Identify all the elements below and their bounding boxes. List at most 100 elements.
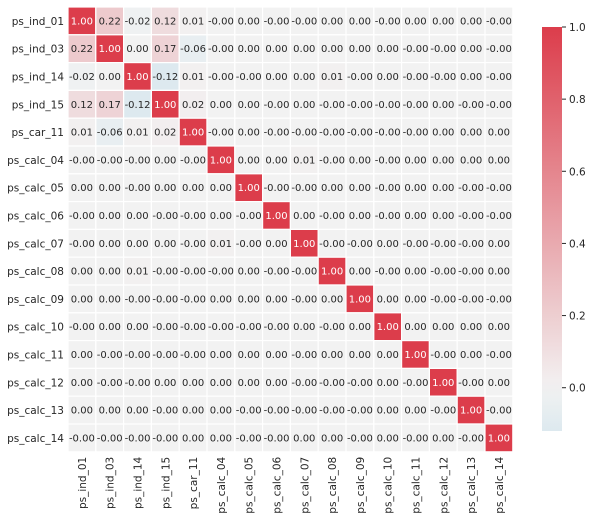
cell-annotation: 0.00 <box>293 322 315 333</box>
cell-annotation: -0.00 <box>264 183 290 194</box>
heatmap-cell <box>67 173 97 203</box>
cell-annotation: 0.00 <box>432 211 454 222</box>
cell-annotation: 0.00 <box>321 44 343 55</box>
cell-annotation: -0.00 <box>152 406 178 417</box>
heatmap-cell <box>289 117 319 147</box>
cell-annotation: 0.00 <box>404 183 426 194</box>
cell-annotation: -0.00 <box>375 128 401 139</box>
x-tick-label: ps_ind_01 <box>77 457 89 509</box>
heatmap-cell <box>95 145 125 175</box>
cell-annotation: -0.00 <box>152 433 178 444</box>
y-tick-label: ps_calc_11 <box>7 350 64 362</box>
cell-annotation: 0.00 <box>99 267 121 278</box>
cell-annotation: 0.00 <box>182 378 204 389</box>
cell-annotation: 0.00 <box>460 16 482 27</box>
heatmap-cell <box>178 145 208 175</box>
cell-annotation: -0.00 <box>347 239 373 250</box>
cell-annotation: 0.22 <box>99 16 121 27</box>
cell-annotation: 1.00 <box>238 183 260 194</box>
heatmap-cell <box>401 117 431 147</box>
cell-annotation: -0.00 <box>97 350 123 361</box>
colorbar-tick-label: 0.8 <box>569 94 586 106</box>
cell-annotation: -0.00 <box>319 406 345 417</box>
cell-annotation: -0.00 <box>180 350 206 361</box>
cell-annotation: 0.00 <box>293 72 315 83</box>
colorbar-tick-label: 0.2 <box>569 311 586 323</box>
cell-annotation: 0.00 <box>460 72 482 83</box>
heatmap-cell <box>345 256 375 286</box>
cell-annotation: 0.00 <box>210 294 232 305</box>
y-tick-label: ps_ind_01 <box>12 16 64 28</box>
heatmap-cell <box>456 201 486 231</box>
cell-annotation: 0.00 <box>99 406 121 417</box>
heatmap-cell <box>428 61 458 91</box>
cell-annotation: 0.01 <box>182 16 204 27</box>
cell-annotation: 0.00 <box>349 267 371 278</box>
cell-annotation: -0.00 <box>69 211 95 222</box>
cell-annotation: -0.00 <box>125 350 151 361</box>
cell-annotation: 0.00 <box>126 211 148 222</box>
cell-annotation: 0.00 <box>404 16 426 27</box>
heatmap-cell <box>178 117 208 147</box>
cell-annotation: -0.00 <box>347 128 373 139</box>
cell-annotation: -0.00 <box>69 322 95 333</box>
cell-annotation: 0.00 <box>404 294 426 305</box>
cell-annotation: -0.00 <box>264 406 290 417</box>
colorbar-gradient <box>542 27 562 431</box>
cell-annotation: -0.00 <box>319 128 345 139</box>
cell-annotation: -0.00 <box>319 239 345 250</box>
cell-annotation: -0.00 <box>291 128 317 139</box>
heatmap-cell <box>428 6 458 36</box>
cell-annotation: -0.00 <box>486 72 512 83</box>
x-tick-label: ps_calc_12 <box>438 457 450 514</box>
heatmap-cell <box>428 340 458 370</box>
y-tick-label: ps_ind_03 <box>12 44 64 56</box>
cell-annotation: 0.00 <box>182 406 204 417</box>
cell-annotation: -0.00 <box>403 239 429 250</box>
cell-annotation: 0.01 <box>182 72 204 83</box>
cell-annotation: -0.00 <box>458 267 484 278</box>
cell-annotation: 0.00 <box>99 294 121 305</box>
cell-annotation: 0.02 <box>154 128 176 139</box>
heatmap-cell <box>317 395 347 425</box>
y-tick-label: ps_calc_09 <box>7 294 64 306</box>
cell-annotation: 0.00 <box>377 406 399 417</box>
y-tick-label: ps_calc_07 <box>7 238 64 250</box>
cell-annotation: 1.00 <box>432 378 454 389</box>
cell-annotation: 1.00 <box>293 239 315 250</box>
cell-annotation: 0.00 <box>238 267 260 278</box>
x-tick-label: ps_calc_09 <box>355 457 367 514</box>
cell-annotation: 0.00 <box>349 44 371 55</box>
heatmap-cell <box>317 423 347 453</box>
cell-annotation: -0.00 <box>458 433 484 444</box>
cell-annotation: 0.00 <box>432 433 454 444</box>
colorbar-tick-label: 0.6 <box>569 166 586 178</box>
cell-annotation: 0.22 <box>71 44 93 55</box>
cell-annotation: 0.00 <box>404 155 426 166</box>
cell-annotation: -0.00 <box>208 16 234 27</box>
heatmap-cell <box>234 340 264 370</box>
cell-annotation: 0.00 <box>126 44 148 55</box>
cell-annotation: -0.00 <box>180 322 206 333</box>
cell-annotation: -0.00 <box>208 128 234 139</box>
heatmap-cell <box>122 89 152 119</box>
heatmap-cell <box>345 228 375 258</box>
heatmap-cell <box>95 117 125 147</box>
cell-annotation: -0.00 <box>97 155 123 166</box>
heatmap-cell <box>67 145 97 175</box>
y-tick-label: ps_calc_08 <box>7 266 64 278</box>
heatmap-cell <box>484 201 514 231</box>
heatmap-cell <box>289 423 319 453</box>
cell-annotation: 0.00 <box>210 183 232 194</box>
cell-annotation: 0.00 <box>238 44 260 55</box>
heatmap-cell <box>67 256 97 286</box>
cell-annotation: -0.00 <box>152 294 178 305</box>
cell-annotation: -0.00 <box>291 183 317 194</box>
heatmap-cell <box>456 117 486 147</box>
heatmap-cell <box>95 89 125 119</box>
y-tick-label: ps_car_11 <box>11 127 64 139</box>
cell-annotation: -0.00 <box>180 239 206 250</box>
cell-annotation: 1.00 <box>349 294 371 305</box>
cell-annotation: -0.00 <box>236 406 262 417</box>
heatmap-cell <box>345 89 375 119</box>
